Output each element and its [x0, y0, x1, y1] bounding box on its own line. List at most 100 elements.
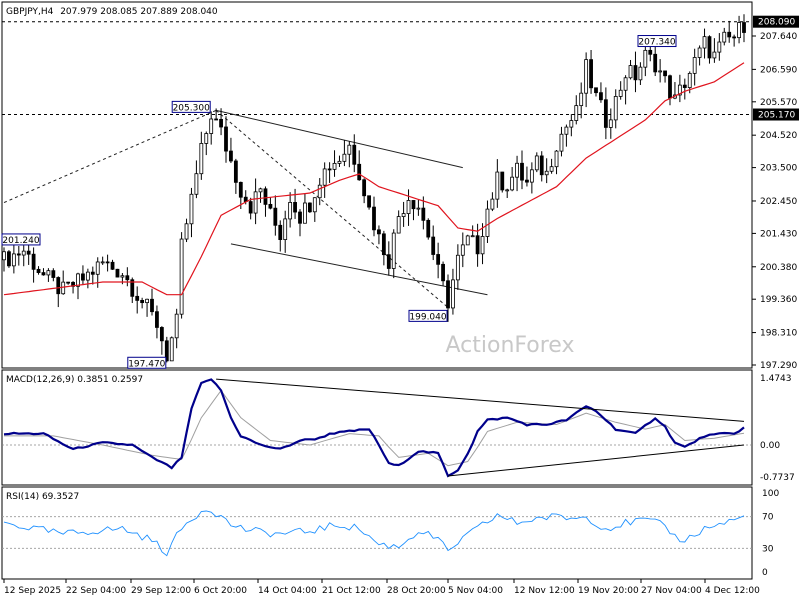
candle: [490, 192, 495, 212]
candle: [164, 336, 169, 363]
candle: [184, 218, 189, 243]
candle: [613, 89, 618, 129]
candle: [31, 247, 36, 283]
rsi-tick-label: 70: [762, 513, 774, 523]
candle: [623, 75, 628, 105]
candle: [189, 187, 194, 238]
candle: [569, 114, 574, 137]
candle: [525, 166, 529, 187]
candle: [589, 49, 593, 94]
price-annotation: 199.040: [408, 309, 448, 322]
time-tick-label: 22 Sep 04:00: [66, 586, 126, 596]
candle: [579, 82, 584, 119]
macd-trend-line: [216, 378, 745, 422]
price-tick-label: 205.570: [760, 98, 797, 108]
candle: [618, 81, 623, 100]
candle: [155, 305, 159, 339]
candle: [347, 141, 352, 168]
candle: [529, 162, 534, 194]
candle: [322, 162, 327, 198]
chart-header: GBPJPY,H4 207.979 208.085 207.889 208.04…: [6, 7, 218, 17]
candle: [327, 162, 332, 183]
macd-title: MACD(12,26,9) 0.3851 0.2597: [6, 375, 143, 385]
price-tick-label: 200.380: [760, 263, 797, 273]
candle: [214, 108, 219, 121]
candle: [332, 150, 337, 177]
candle: [396, 210, 401, 234]
candle: [603, 87, 608, 140]
candle: [362, 178, 367, 204]
candle: [663, 70, 667, 83]
candle: [451, 268, 455, 315]
candle: [421, 196, 426, 230]
candle: [549, 158, 554, 174]
candle: [204, 131, 209, 156]
candle: [584, 52, 589, 108]
candle: [431, 225, 436, 261]
candle: [352, 134, 357, 173]
rsi-line: [3, 510, 745, 557]
price-annotation: 205.300: [171, 100, 211, 113]
price-tick-label: 199.360: [760, 295, 797, 305]
candle: [470, 225, 475, 238]
candle: [732, 34, 737, 47]
time-tick-label: 6 Oct 20:00: [194, 586, 247, 596]
candle: [416, 199, 421, 216]
candle: [298, 209, 302, 237]
annotation-text: 205.300: [173, 103, 210, 113]
candle: [653, 44, 658, 77]
candle: [100, 256, 105, 265]
price-tick-label: 204.520: [760, 131, 797, 141]
ohlc-label: 207.979 208.085 207.889 208.040: [60, 7, 218, 17]
candle: [426, 218, 431, 240]
candle: [41, 268, 46, 276]
time-tick-label: 21 Oct 12:00: [322, 586, 381, 596]
time-tick-label: 27 Nov 04:00: [641, 586, 702, 596]
candle: [307, 202, 312, 213]
candle: [608, 108, 613, 139]
candle: [727, 20, 732, 43]
candle: [381, 230, 386, 266]
price-trend-line: [3, 109, 217, 204]
candle: [278, 220, 283, 252]
candle: [377, 225, 381, 245]
level-box: [753, 108, 799, 121]
watermark: ActionForex: [446, 333, 575, 358]
candle: [179, 232, 184, 319]
candle: [317, 178, 322, 206]
price-trend-line: [215, 110, 449, 308]
candle: [159, 326, 164, 355]
candle: [559, 126, 564, 157]
candle: [169, 336, 174, 362]
candle: [224, 116, 228, 163]
price-tick-label: 207.640: [760, 32, 797, 42]
candle: [56, 276, 61, 308]
price-tick-label: 203.500: [760, 164, 797, 174]
rsi-tick-label: 30: [762, 544, 774, 554]
candle: [135, 286, 140, 314]
candle: [21, 245, 26, 267]
candle: [391, 229, 396, 279]
candle: [485, 200, 490, 243]
candle: [209, 111, 214, 145]
candle: [145, 298, 149, 317]
candle: [140, 297, 145, 309]
candle: [692, 48, 697, 86]
rsi-pane: [1, 486, 753, 580]
candle: [441, 261, 445, 286]
time-tick-label: 12 Nov 12:00: [514, 586, 575, 596]
macd-pane: [1, 369, 753, 486]
candle: [633, 51, 638, 93]
time-tick-label: 28 Oct 20:00: [387, 586, 446, 596]
candle: [510, 167, 515, 192]
candle: [46, 268, 51, 282]
candle: [312, 197, 317, 222]
annotation-text: 201.240: [2, 236, 39, 246]
candle: [263, 186, 268, 217]
candle: [386, 241, 391, 276]
candle: [495, 159, 500, 208]
macd-tick-label: -0.7737: [760, 473, 795, 483]
candles-series: [2, 14, 746, 363]
candle: [174, 308, 179, 349]
candle: [638, 62, 643, 85]
